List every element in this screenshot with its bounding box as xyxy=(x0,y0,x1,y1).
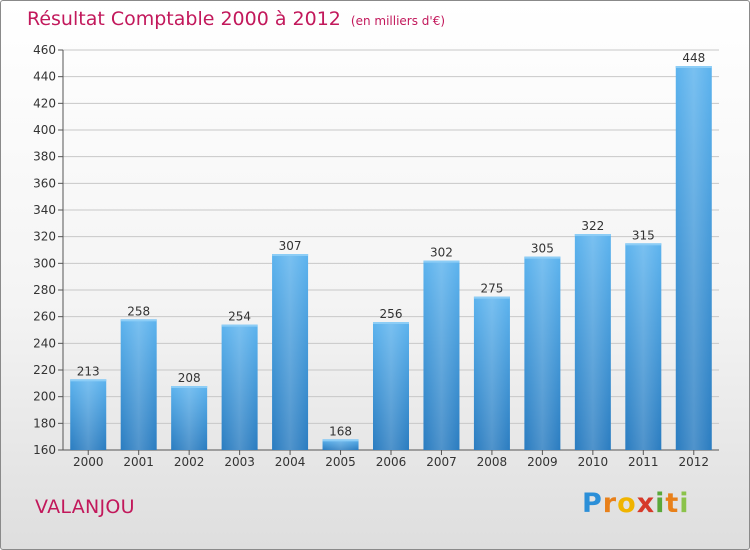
x-tick-label: 2008 xyxy=(477,455,508,469)
y-tick-label: 180 xyxy=(33,416,56,430)
bar-shine xyxy=(120,319,157,450)
x-tick-label: 2005 xyxy=(325,455,356,469)
bar-shine xyxy=(574,234,611,450)
bar-shine xyxy=(221,324,258,450)
bar-top-highlight xyxy=(272,254,309,256)
x-tick-label: 2004 xyxy=(275,455,306,469)
bar-top-highlight xyxy=(221,324,258,327)
x-tick-label: 2011 xyxy=(628,455,659,469)
data-label: 448 xyxy=(682,51,705,65)
data-label: 305 xyxy=(531,242,554,256)
bar-top-highlight xyxy=(524,256,561,259)
bar-shine xyxy=(171,386,208,450)
bar-shine xyxy=(675,66,712,450)
bar-top-highlight xyxy=(423,260,460,263)
y-tick-label: 280 xyxy=(33,283,56,297)
logo-letter: i xyxy=(679,488,690,519)
bar-top-highlight xyxy=(373,322,409,324)
logo-letter: P xyxy=(582,488,603,519)
chart-title: Résultat Comptable 2000 à 2012 (en millie… xyxy=(27,8,445,30)
y-tick-label: 400 xyxy=(33,123,56,137)
y-tick-label: 340 xyxy=(33,203,56,217)
logo-letter: o xyxy=(617,488,637,519)
bar-top-highlight xyxy=(70,379,107,382)
data-label: 302 xyxy=(430,246,453,260)
y-tick-label: 420 xyxy=(33,96,56,110)
x-tick-label: 2006 xyxy=(376,455,407,469)
y-tick-label: 300 xyxy=(33,256,56,270)
y-tick-label: 240 xyxy=(33,336,56,350)
bar-top-highlight xyxy=(574,234,611,236)
data-label: 208 xyxy=(178,371,201,385)
y-tick-label: 220 xyxy=(33,363,56,377)
x-tick-label: 2001 xyxy=(123,455,154,469)
data-labels: 213 258 208 254 307 168 256 302 275 305 322 315 448 xyxy=(77,51,705,438)
data-label: 322 xyxy=(581,219,604,233)
logo-letter: t xyxy=(665,488,680,519)
y-tick-label: 380 xyxy=(33,150,56,164)
proxiti-logo: Proxiti xyxy=(582,488,690,519)
logo-letter: i xyxy=(655,488,666,519)
data-label: 168 xyxy=(329,424,352,438)
data-label: 213 xyxy=(77,364,100,378)
bar-shine xyxy=(423,260,460,450)
data-label: 256 xyxy=(380,307,403,321)
y-tick-label: 360 xyxy=(33,176,56,190)
bar-top-highlight xyxy=(625,243,662,246)
bar-shine xyxy=(70,379,107,450)
x-tick-label: 2002 xyxy=(174,455,205,469)
bar-shine xyxy=(272,254,309,450)
bar-shine xyxy=(524,256,561,450)
logo-letter: x xyxy=(636,488,656,519)
y-tick-label: 200 xyxy=(33,390,56,404)
bar-shine xyxy=(322,439,359,450)
bar-top-highlight xyxy=(322,439,359,442)
data-label: 258 xyxy=(127,304,150,318)
x-tick-label: 2007 xyxy=(426,455,457,469)
bar-shine xyxy=(625,243,662,450)
bar-shine xyxy=(473,296,510,450)
data-label: 254 xyxy=(228,310,251,324)
chart-unit: (en milliers d'€) xyxy=(350,14,446,28)
x-tick-label: 2010 xyxy=(578,455,609,469)
x-tick-label: 2000 xyxy=(73,455,104,469)
x-tick-label: 2009 xyxy=(527,455,558,469)
logo-letter: r xyxy=(602,488,618,519)
x-tick-label: 2012 xyxy=(678,455,709,469)
y-tick-label: 320 xyxy=(33,230,56,244)
chart-title-text: Résultat Comptable 2000 à 2012 xyxy=(27,8,341,30)
y-tick-label: 440 xyxy=(33,70,56,84)
data-label: 315 xyxy=(632,228,655,242)
y-tick-label: 460 xyxy=(33,43,56,57)
y-tick-label: 160 xyxy=(33,443,56,457)
bar-top-highlight xyxy=(120,319,157,322)
data-label: 275 xyxy=(480,282,503,296)
bars xyxy=(70,66,712,450)
bar-top-highlight xyxy=(171,386,208,388)
bar-shine xyxy=(373,322,409,450)
commune-name: VALANJOU xyxy=(35,496,135,518)
data-label: 307 xyxy=(279,239,302,253)
bar-top-highlight xyxy=(675,66,712,68)
y-tick-label: 260 xyxy=(33,310,56,324)
x-tick-label: 2003 xyxy=(224,455,255,469)
bar-top-highlight xyxy=(473,296,510,299)
